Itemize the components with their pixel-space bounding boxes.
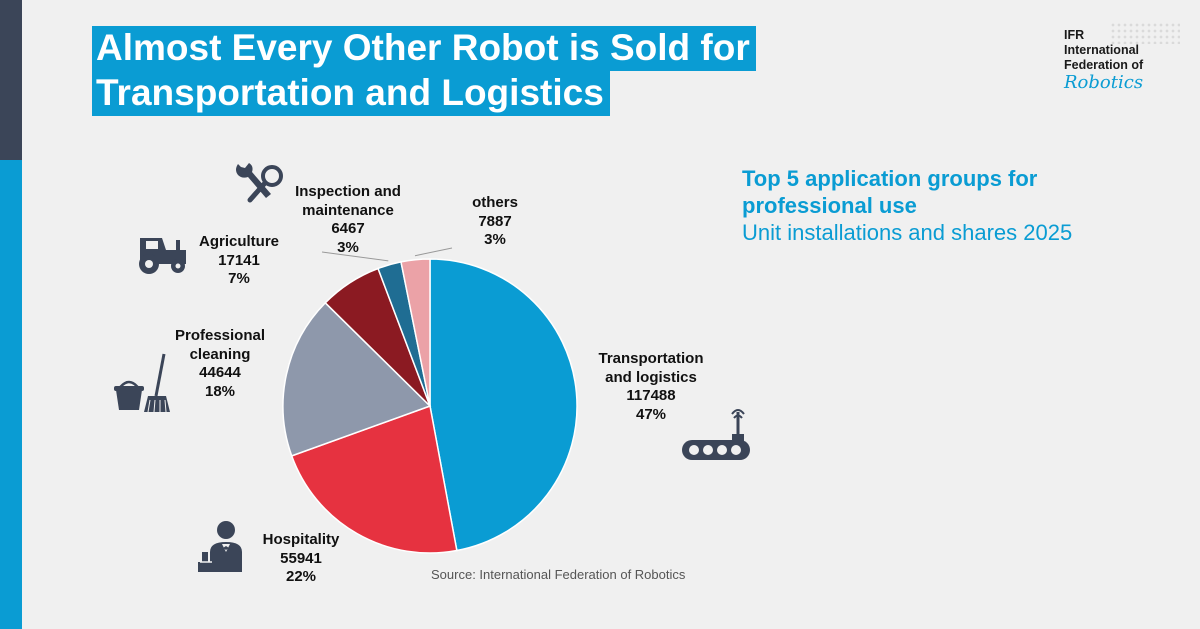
slice-label-share: 22% (285, 568, 317, 585)
waiter-icon (198, 521, 242, 572)
slice-label-name: Transportation (598, 350, 704, 367)
subtitle-line-1: Top 5 application groups for (742, 166, 1038, 191)
subtitle-line-3: Unit installations and shares 2025 (742, 220, 1073, 245)
leader-line-4 (321, 251, 389, 262)
chart-subtitle: Top 5 application groups for professiona… (742, 165, 1072, 246)
logo-line-1: IFR (1064, 28, 1085, 42)
slice-label-value: 7887 (478, 212, 512, 230)
slice-label-name: Agriculture (198, 233, 279, 250)
robot-vehicle-icon (682, 409, 750, 460)
pie-slice-5 (400, 258, 431, 407)
pie-slice-2 (282, 301, 432, 457)
slice-label-name: and logistics (605, 368, 697, 386)
wrench-magnifier-icon (236, 163, 283, 203)
slice-label-5: others 7887 3% (460, 194, 530, 250)
slice-label-name: cleaning (189, 345, 251, 363)
pie-slice-1 (290, 404, 458, 554)
slice-label-4: Inspection and maintenance 6467 3% (292, 183, 404, 257)
leader-lines (321, 247, 453, 262)
slice-label-1: Hospitality 55941 22% (246, 531, 356, 587)
left-accent-blue (0, 160, 22, 629)
slice-label-share: 18% (204, 382, 236, 400)
subtitle-line-2: professional use (742, 193, 917, 218)
slice-label-name: maintenance (302, 201, 394, 219)
slice-label-name: others (472, 194, 518, 211)
logo-dots (1110, 22, 1180, 44)
slice-label-3: Agriculture 17141 7% (196, 233, 282, 289)
ifr-logo: IFR International Federation of Robotics (1064, 22, 1184, 93)
slice-label-2: Professional cleaning 44644 18% (155, 327, 285, 401)
logo-line-3: Federation of (1064, 58, 1144, 72)
slice-label-value: 6467 (331, 220, 365, 237)
slice-label-value: 55941 (280, 549, 322, 567)
slice-label-value: 44644 (199, 364, 241, 381)
slice-label-share: 3% (484, 231, 506, 248)
leader-line-5 (414, 247, 453, 257)
tractor-icon (139, 238, 186, 274)
cleaning-bucket-mop-icon (114, 353, 170, 413)
left-accent-dark (0, 0, 22, 160)
slice-label-name: Inspection and (295, 183, 401, 200)
source-note: Source: International Federation of Robo… (431, 567, 686, 582)
slice-label-share: 47% (635, 405, 667, 423)
page-title: Almost Every Other Robot is Sold for Tra… (92, 26, 756, 116)
title-line-2: Transportation and Logistics (92, 71, 610, 116)
slice-label-name: Hospitality (262, 531, 340, 548)
pie-slice-0 (429, 258, 578, 552)
slice-label-share: 7% (228, 270, 250, 287)
slice-label-value: 17141 (218, 251, 260, 269)
pie-slices (282, 258, 578, 554)
slice-label-share: 3% (337, 238, 359, 256)
slice-label-0: Transportation and logistics 117488 47% (586, 350, 716, 424)
logo-script: Robotics (1064, 72, 1144, 93)
title-line-1: Almost Every Other Robot is Sold for (92, 26, 756, 71)
slice-label-name: Professional (174, 327, 266, 344)
logo-line-2: International (1064, 43, 1140, 57)
slice-label-value: 117488 (626, 387, 676, 404)
